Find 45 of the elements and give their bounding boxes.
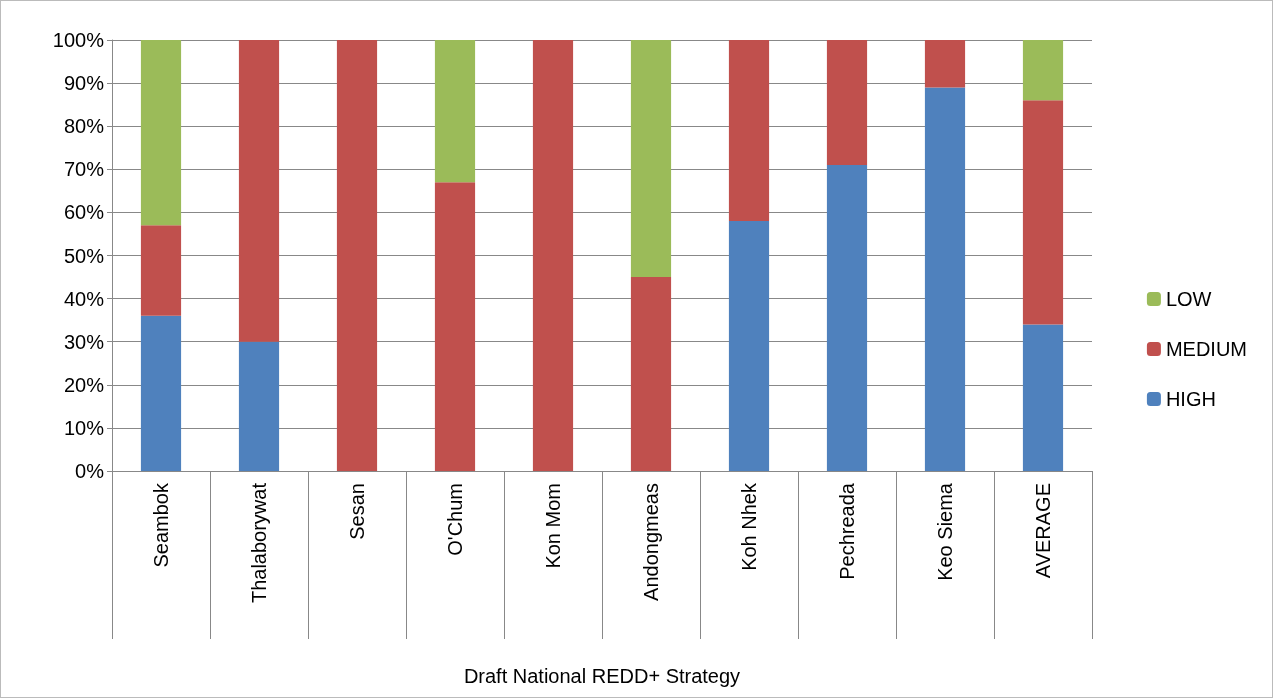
bar — [826, 164, 868, 471]
y-tick-label: 30% — [63, 330, 105, 353]
x-tick-label: Sesan — [346, 483, 368, 540]
y-tick-label: 100% — [52, 29, 105, 51]
x-tick-label: O'Chum — [444, 483, 466, 556]
x-tick-label: Koh Nhek — [738, 482, 760, 571]
y-tick-label: 10% — [63, 416, 105, 439]
bar — [630, 277, 672, 471]
y-tick-label: 40% — [63, 287, 105, 310]
bar — [532, 40, 574, 471]
legend-label: LOW — [1165, 288, 1212, 310]
bar — [728, 40, 770, 222]
bar — [336, 40, 378, 471]
y-tick-label: 90% — [63, 72, 105, 95]
x-tick-label: Andongmeas — [640, 483, 662, 601]
bar — [630, 40, 672, 278]
x-tick-label: Pechreada — [836, 482, 858, 580]
bar — [140, 315, 182, 471]
x-tick-label: AVERAGE — [1032, 483, 1054, 579]
bar — [140, 225, 182, 316]
y-tick-label: 20% — [63, 373, 105, 396]
bar — [728, 221, 770, 471]
bar — [924, 40, 966, 88]
bar — [1022, 100, 1064, 325]
bar — [1022, 324, 1064, 471]
bar — [826, 40, 868, 165]
bar — [434, 182, 476, 471]
bar — [238, 341, 280, 471]
bar — [924, 87, 966, 471]
legend-label: HIGH — [1165, 388, 1216, 410]
bar — [238, 40, 280, 342]
y-tick-label: 80% — [63, 115, 105, 138]
legend-label: MEDIUM — [1165, 338, 1248, 360]
x-tick-label: Thalaborywat — [248, 482, 270, 604]
x-tick-label: Keo Siema — [934, 482, 956, 581]
bar — [1022, 40, 1064, 101]
x-axis-title: Draft National REDD+ Strategy — [463, 665, 741, 687]
x-tick-label: Kon Mom — [542, 483, 564, 569]
y-tick-label: 50% — [63, 244, 105, 267]
bar — [140, 40, 182, 226]
y-tick-label: 70% — [63, 158, 105, 181]
x-tick-label: Seambok — [150, 482, 172, 568]
bar — [434, 40, 476, 183]
y-tick-label: 60% — [63, 201, 105, 224]
y-tick-label: 0% — [75, 460, 105, 482]
